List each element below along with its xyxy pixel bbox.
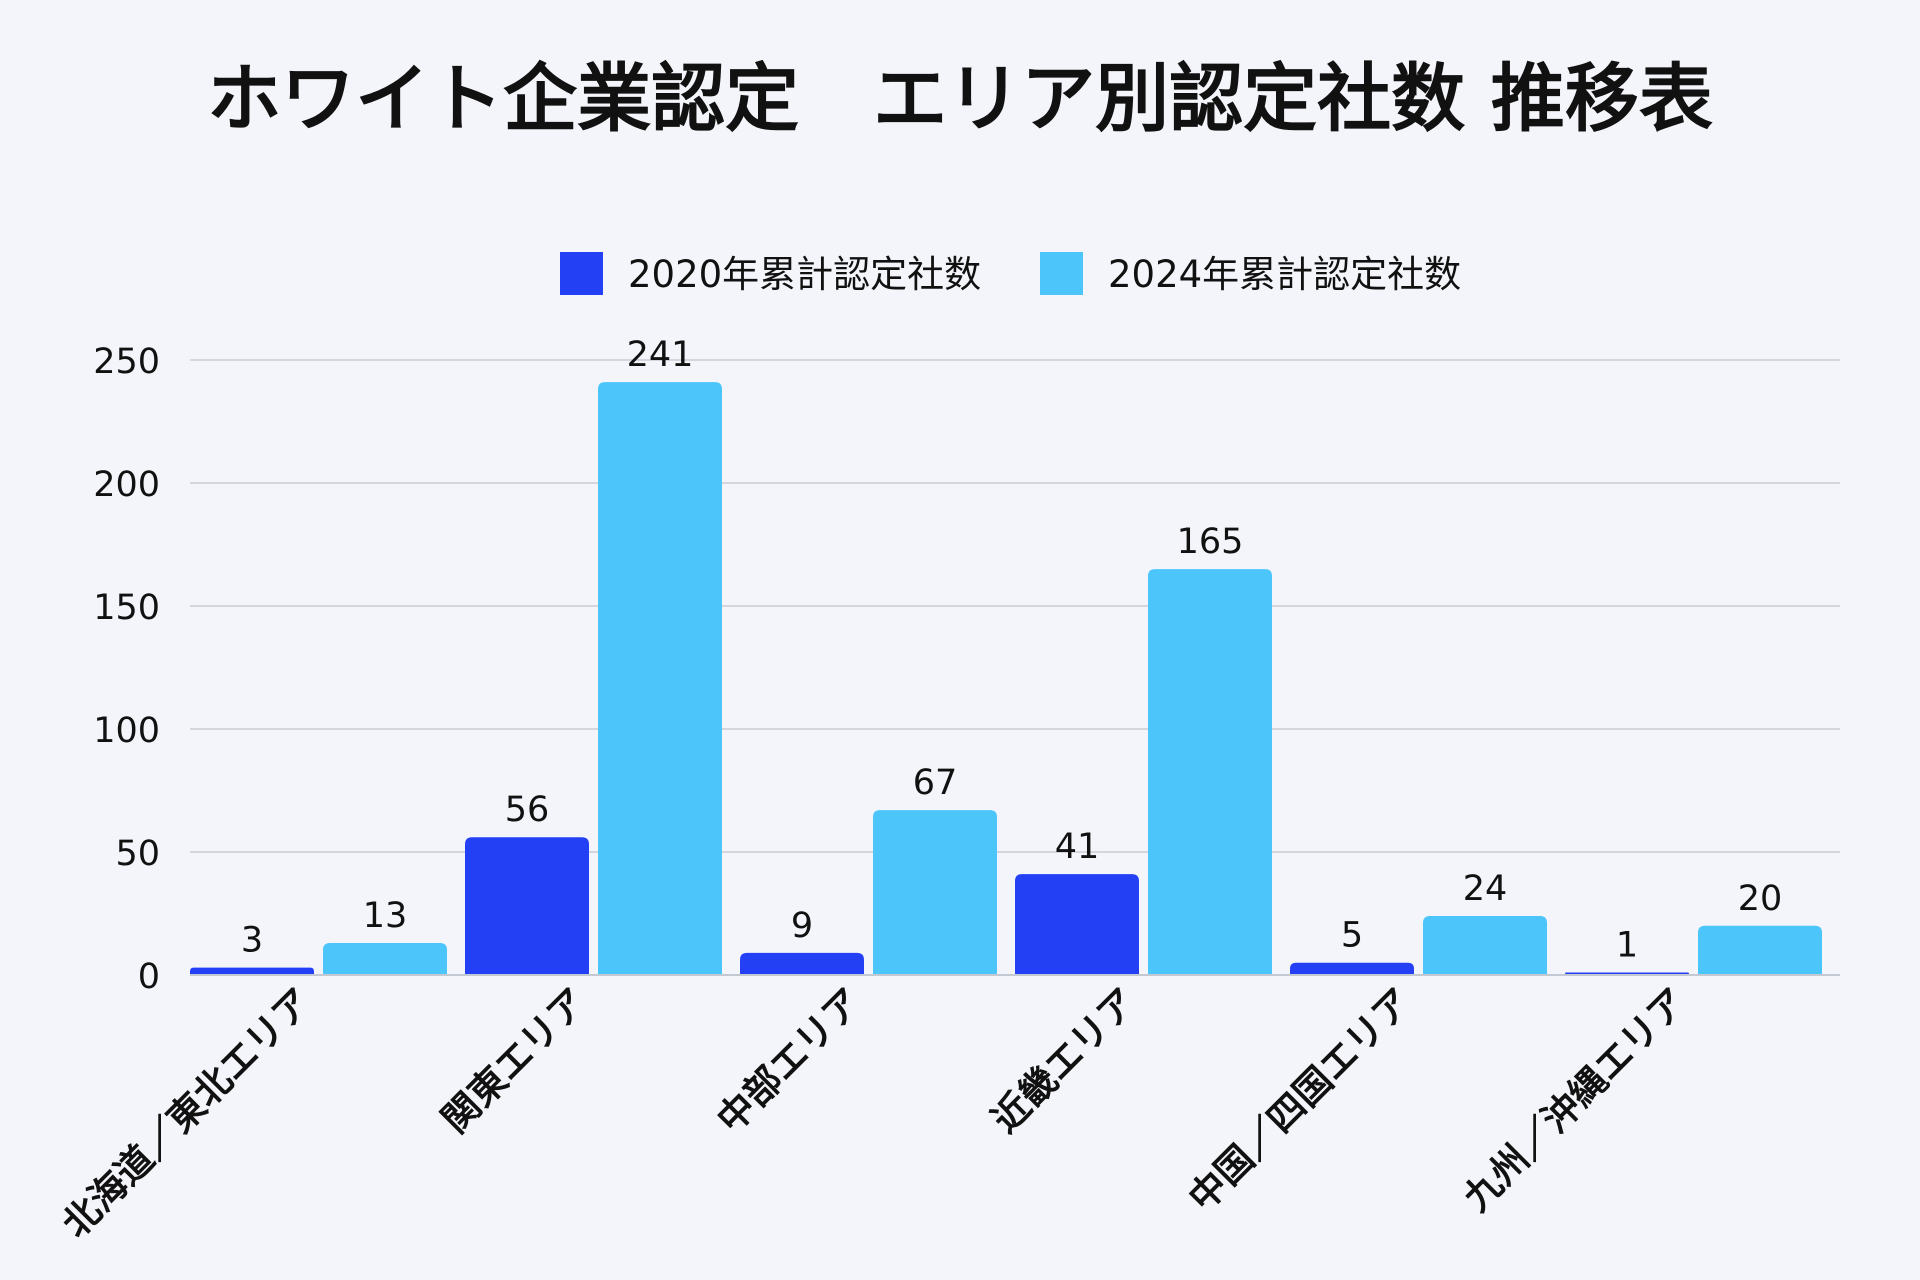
y-tick-label-100: 100 bbox=[93, 711, 160, 751]
value-label-2-5: 24 bbox=[1463, 869, 1508, 909]
value-label-1-4: 41 bbox=[1055, 827, 1100, 867]
bar-2-5 bbox=[1423, 915, 1547, 975]
bar-1-4 bbox=[1015, 874, 1139, 975]
x-tick-label-1: 北海道／東北エリア bbox=[54, 980, 320, 1246]
value-label-2-2: 241 bbox=[627, 335, 694, 375]
x-tick-label-5: 中国／四国エリア bbox=[1180, 980, 1420, 1220]
bar-2-3 bbox=[873, 810, 997, 975]
bar-1-3 bbox=[740, 952, 864, 975]
x-tick-label-6: 九州／沖縄エリア bbox=[1455, 980, 1695, 1220]
y-tick-label-50: 50 bbox=[115, 834, 160, 874]
legend: 2020年累計認定社数 2024年累計認定社数 bbox=[560, 252, 1461, 296]
value-label-2-3: 67 bbox=[913, 763, 958, 803]
x-tick-label-3: 中部エリア bbox=[709, 980, 870, 1141]
chart-title: ホワイト企業認定 エリア別認定社数 推移表 bbox=[207, 56, 1713, 142]
bar-2-6 bbox=[1698, 925, 1822, 975]
bar-1-1 bbox=[190, 967, 314, 975]
value-label-2-4: 165 bbox=[1177, 522, 1244, 562]
y-tick-label-150: 150 bbox=[93, 588, 160, 628]
x-axis-category-labels: 北海道／東北エリア 関東エリア 中部エリア 近畿エリア 中国／四国エリア 九州／沖縄エリア bbox=[54, 980, 1695, 1246]
value-label-1-6: 1 bbox=[1616, 926, 1638, 966]
value-label-1-2: 56 bbox=[505, 790, 550, 830]
legend-label-2: 2024年累計認定社数 bbox=[1108, 253, 1461, 296]
x-tick-label-4: 近畿エリア bbox=[984, 980, 1145, 1141]
value-label-2-1: 13 bbox=[363, 896, 408, 936]
y-tick-label-250: 250 bbox=[93, 342, 160, 382]
legend-label-1: 2020年累計認定社数 bbox=[628, 253, 981, 296]
value-label-1-5: 5 bbox=[1341, 916, 1363, 956]
y-tick-label-0: 0 bbox=[138, 957, 160, 997]
bar-2-2 bbox=[598, 382, 722, 975]
gridlines bbox=[190, 359, 1840, 853]
value-label-2-6: 20 bbox=[1738, 879, 1783, 919]
bar-1-5 bbox=[1290, 962, 1414, 975]
value-label-1-1: 3 bbox=[241, 921, 263, 961]
bar-2-1 bbox=[323, 943, 447, 975]
bars bbox=[190, 382, 1822, 975]
legend-swatch-2 bbox=[1040, 252, 1083, 295]
x-tick-label-2: 関東エリア bbox=[434, 980, 595, 1141]
y-axis-ticks: 0 50 100 150 200 250 bbox=[93, 342, 160, 997]
value-label-1-3: 9 bbox=[791, 906, 813, 946]
bar-1-2 bbox=[465, 837, 589, 975]
legend-swatch-1 bbox=[560, 252, 603, 295]
y-tick-label-200: 200 bbox=[93, 465, 160, 505]
bar-2-4 bbox=[1148, 569, 1272, 975]
